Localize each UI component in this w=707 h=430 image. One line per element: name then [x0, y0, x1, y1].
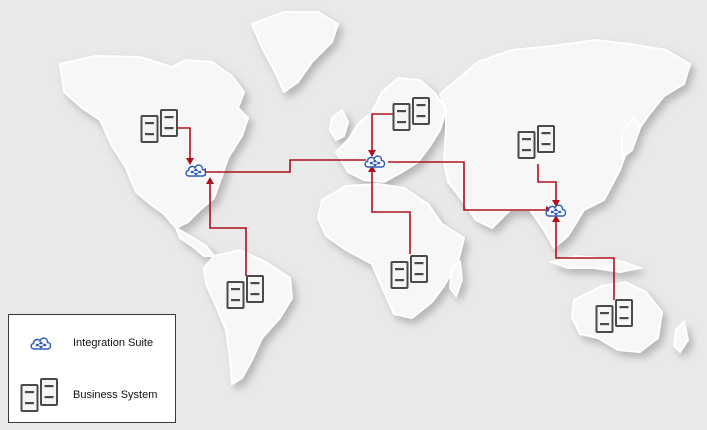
arrowhead-eu-from-south	[368, 165, 376, 172]
greenland-landmass	[250, 11, 340, 94]
legend-item-business: Business System	[17, 375, 157, 415]
new-zealand-landmass	[672, 320, 690, 354]
europe-landmass	[334, 76, 448, 184]
cloud-network-icon	[30, 337, 52, 350]
server-pair-icon	[20, 378, 58, 412]
legend-item-integration: Integration Suite	[17, 331, 153, 355]
link-sa-system-to-na-hub	[209, 184, 247, 276]
link-europe-hub-to-na-hub	[206, 159, 366, 173]
south-america-landmass	[202, 248, 294, 386]
legend-label-business: Business System	[73, 389, 158, 401]
link-europe-hub-to-asia-hub	[388, 161, 546, 211]
link-africa-system-to-europe-hub	[371, 172, 411, 254]
connection-lines	[172, 113, 615, 300]
continents	[58, 11, 692, 386]
link-east-asia-system-to-asia-hub	[537, 164, 557, 200]
link-na-system-to-na-hub	[172, 127, 191, 158]
uk-landmass	[328, 108, 350, 142]
arrowhead-na-from-north	[186, 158, 194, 165]
arrowhead-asia-from-south	[552, 215, 560, 222]
central-america-landmass	[174, 225, 217, 257]
africa-landmass	[316, 182, 466, 320]
arrowhead-na-from-south	[206, 177, 214, 184]
japan-landmass	[621, 116, 642, 161]
link-australia-system-to-asia-hub	[555, 222, 615, 300]
arrowhead-asia-from-north	[552, 200, 560, 207]
indonesia-landmass	[548, 254, 644, 274]
asia-landmass	[438, 38, 692, 250]
legend: Integration Suite Business System	[8, 314, 176, 423]
arrowhead-eu-from-north	[368, 150, 376, 157]
madagascar-landmass	[448, 260, 464, 299]
legend-label-integration: Integration Suite	[73, 337, 154, 349]
link-north-europe-system-to-europe-hub	[371, 113, 400, 150]
